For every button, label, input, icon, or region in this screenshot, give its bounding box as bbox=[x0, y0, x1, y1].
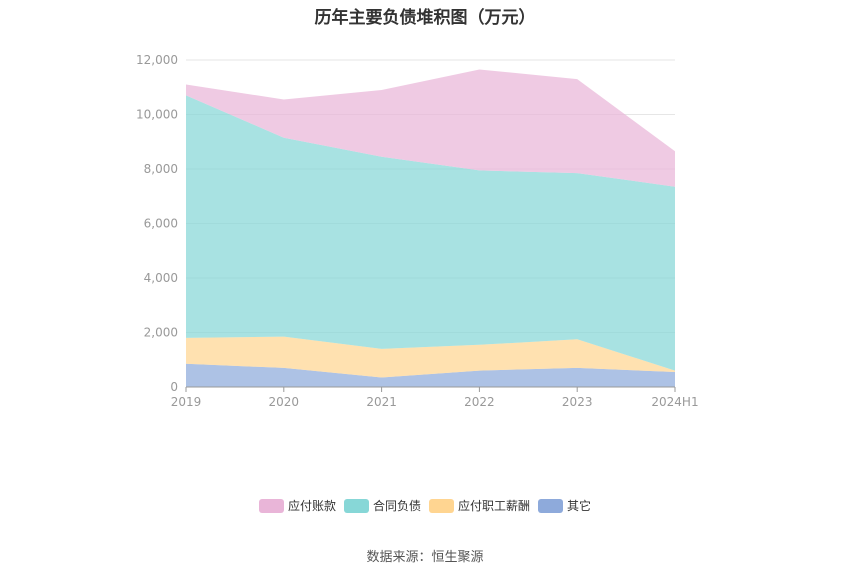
x-tick-label: 2019 bbox=[171, 395, 202, 409]
area-series-应付职工薪酬 bbox=[186, 336, 675, 378]
legend-label: 应付账款 bbox=[287, 499, 336, 513]
legend-item[interactable]: 合同负债 bbox=[343, 497, 421, 514]
legend-item[interactable]: 应付职工薪酬 bbox=[429, 497, 530, 514]
y-tick-label: 0 bbox=[170, 380, 178, 394]
legend-item[interactable]: 其它 bbox=[538, 497, 591, 514]
x-tick-label: 2021 bbox=[366, 395, 397, 409]
legend-label: 合同负债 bbox=[372, 499, 421, 513]
legend-label: 应付职工薪酬 bbox=[458, 499, 531, 513]
x-tick-label: 2020 bbox=[269, 395, 300, 409]
y-tick-label: 6,000 bbox=[144, 217, 178, 231]
y-tick-label: 4,000 bbox=[144, 271, 178, 285]
y-tick-label: 2,000 bbox=[144, 326, 178, 340]
x-tick-label: 2023 bbox=[562, 395, 593, 409]
x-tick-label: 2022 bbox=[464, 395, 495, 409]
area-series-合同负债 bbox=[186, 95, 675, 371]
area-series-应付账款 bbox=[186, 69, 675, 187]
source-note: 数据来源：恒生聚源 bbox=[366, 550, 484, 565]
area-series bbox=[186, 69, 675, 387]
y-tick-label: 10,000 bbox=[136, 108, 178, 122]
x-tick-label: 2024H1 bbox=[651, 395, 698, 409]
y-tick-label: 8,000 bbox=[144, 162, 178, 176]
axes: 0 2,000 4,000 6,000 8,000 10,000 12,000 2019 202… bbox=[136, 53, 699, 409]
legend-swatch bbox=[538, 498, 564, 513]
area-series-其它 bbox=[186, 363, 675, 387]
legend-swatch bbox=[429, 498, 454, 513]
y-tick-label: 12,000 bbox=[136, 53, 178, 67]
legend-item[interactable]: 应付账款 bbox=[258, 497, 336, 514]
legend: 应付账款 合同负债 应付职工薪酬 其它 bbox=[0, 497, 850, 514]
legend-swatch bbox=[258, 498, 284, 513]
legend-label: 其它 bbox=[567, 499, 592, 513]
chart-title: 历年主要负债堆积图（万元） bbox=[314, 8, 536, 28]
legend-swatch bbox=[343, 498, 369, 513]
